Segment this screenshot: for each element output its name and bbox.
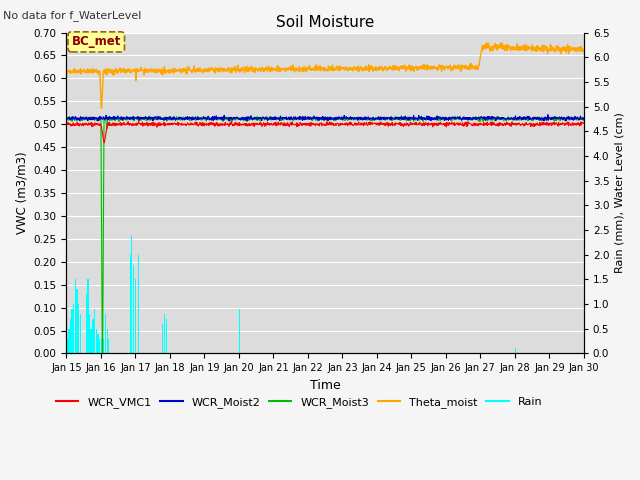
Bar	[108, 338, 109, 353]
Bar	[73, 304, 74, 353]
Bar	[78, 304, 79, 353]
Bar	[133, 264, 134, 353]
Bar	[91, 329, 92, 353]
X-axis label: Time: Time	[310, 379, 340, 392]
Bar	[131, 235, 132, 353]
Bar	[90, 329, 91, 353]
Bar	[135, 279, 136, 353]
Bar	[70, 319, 71, 353]
Bar	[92, 319, 93, 353]
Title: Soil Moisture: Soil Moisture	[276, 15, 374, 30]
Bar	[164, 314, 165, 353]
Bar	[103, 338, 104, 353]
Bar	[89, 314, 90, 353]
Bar	[68, 329, 69, 353]
Bar	[97, 334, 98, 353]
Bar	[86, 279, 88, 353]
Bar	[99, 338, 100, 353]
Bar	[138, 255, 140, 353]
Bar	[77, 289, 78, 353]
Bar	[81, 324, 83, 353]
Text: No data for f_WaterLevel: No data for f_WaterLevel	[3, 10, 141, 21]
Legend: WCR_VMC1, WCR_Moist2, WCR_Moist3, Theta_moist, Rain: WCR_VMC1, WCR_Moist2, WCR_Moist3, Theta_…	[52, 392, 547, 412]
Bar	[71, 309, 72, 353]
Bar	[102, 329, 103, 353]
Bar	[69, 329, 70, 353]
Bar	[239, 309, 240, 353]
Bar	[98, 334, 99, 353]
Bar	[94, 309, 95, 353]
Y-axis label: VWC (m3/m3): VWC (m3/m3)	[15, 152, 28, 234]
Bar	[515, 348, 516, 353]
Bar	[96, 329, 97, 353]
Bar	[166, 319, 167, 353]
Bar	[143, 319, 145, 353]
Y-axis label: Rain (mm), Water Level (cm): Rain (mm), Water Level (cm)	[615, 112, 625, 274]
Bar	[76, 289, 77, 353]
Bar	[130, 255, 131, 353]
Bar	[67, 338, 68, 353]
Bar	[72, 309, 73, 353]
Bar	[101, 338, 102, 353]
Text: BC_met: BC_met	[72, 36, 121, 48]
